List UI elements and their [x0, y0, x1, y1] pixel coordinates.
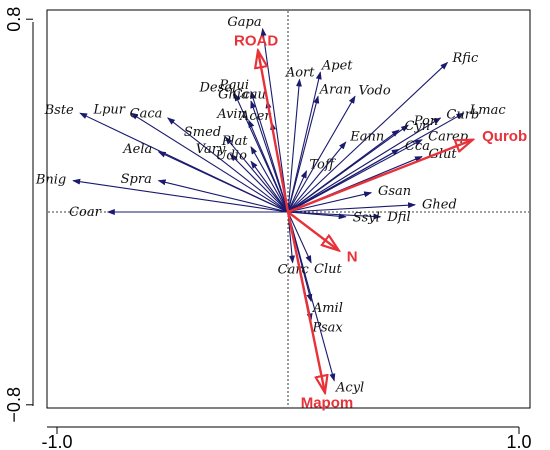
species-label-amil: Amil	[312, 301, 343, 316]
species-label-curb: Curb	[446, 107, 479, 122]
species-label-udio: Udio	[216, 149, 247, 164]
species-label-lmac: Lmac	[469, 103, 507, 118]
species-arrow-vary	[229, 153, 289, 213]
env-arrow-mapom	[286, 211, 325, 393]
species-arrow-ghed	[287, 202, 417, 213]
species-label-acyl: Acyl	[335, 380, 364, 395]
species-arrow-gsan	[287, 191, 373, 213]
species-label-vary: Vary	[196, 142, 226, 157]
species-arrow-pon	[287, 124, 409, 213]
species-label-cyn: Cyn	[405, 119, 431, 134]
env-arrow-n	[287, 211, 339, 251]
species-label-apet: Apet	[321, 58, 353, 73]
species-label-aort: Aort	[285, 65, 315, 80]
species-arrow-acyl	[287, 211, 336, 382]
species-arrow-spra	[157, 179, 289, 213]
species-arrow-bnig	[72, 178, 289, 213]
species-label-ghed: Ghed	[422, 197, 457, 212]
species-label-smed: Smed	[184, 125, 221, 140]
species-label-ssyl: Ssyl	[353, 210, 380, 225]
species-label-avin: Avin	[216, 107, 246, 122]
species-arrow-cca	[287, 148, 400, 213]
species-label-lpur: Lpur	[92, 102, 125, 117]
species-label-clut: Clut	[314, 262, 342, 277]
species-label-rfic: Rfic	[451, 51, 478, 66]
species-arrow-toff	[287, 170, 307, 213]
species-label-pqui: Pqui	[218, 78, 249, 93]
species-label-cca: Cca	[405, 139, 430, 154]
env-label-road: ROAD	[234, 33, 278, 50]
env-label-mapom: Mapom	[301, 395, 354, 412]
species-label-acer: Acer	[239, 109, 271, 124]
species-arrow-aran	[287, 95, 320, 213]
species-arrow-avin	[248, 119, 289, 213]
x-tick-label: 1.0	[506, 432, 531, 450]
species-label-dese: Dese	[199, 81, 233, 96]
y-tick-label: −0.8	[4, 387, 24, 423]
env-arrow-qurob	[287, 140, 473, 214]
species-label-vodo: Vodo	[358, 83, 390, 98]
species-arrow-rfic	[287, 61, 449, 213]
species-label-dfil: Dfil	[386, 210, 410, 225]
species-arrow-vodo	[287, 95, 356, 213]
species-arrow-plat	[250, 146, 289, 213]
species-arrow-caca	[167, 117, 289, 213]
species-label-plat: Plat	[221, 134, 249, 149]
species-label-ccau: Ccau	[233, 87, 266, 102]
species-label-toff: Toff	[309, 158, 336, 173]
environmental-arrows: ROAD Qurob N Mapom	[234, 33, 527, 412]
species-label-ghia: Ghia	[218, 87, 249, 102]
species-label-bnig: Bnig	[35, 173, 66, 188]
x-tick-label: -1.0	[41, 432, 72, 450]
species-label-gsan: Gsan	[378, 184, 411, 199]
species-arrow-lpur	[130, 112, 289, 213]
species-label-gapa: Gapa	[227, 15, 261, 30]
env-label-qurob: Qurob	[482, 128, 527, 145]
species-label-pon: Pon	[413, 114, 438, 129]
species-arrow-clut	[287, 211, 312, 264]
species-arrow-eann	[287, 141, 347, 213]
axis-ticks: -1.0 1.0 0.8 −0.8	[4, 7, 532, 450]
species-label-bste: Bste	[44, 103, 74, 118]
species-arrow-dfil	[287, 211, 382, 220]
species-arrow-udio	[250, 160, 289, 213]
species-label-aran: Aran	[319, 83, 352, 98]
species-arrow-pqui	[250, 90, 289, 213]
species-label-aela: Aela	[122, 142, 152, 157]
env-label-n: N	[347, 249, 358, 266]
species-label-glut: Glut	[428, 147, 457, 162]
species-arrow-aela	[157, 151, 289, 213]
species-label-carep: Carep	[428, 129, 469, 144]
y-tick-label: 0.8	[4, 7, 24, 32]
species-label-carc: Carc	[278, 263, 310, 278]
species-label-coar: Coar	[69, 205, 102, 220]
species-label-eann: Eann	[349, 130, 384, 145]
species-label-psax: Psax	[312, 320, 344, 335]
species-arrow-smed	[224, 136, 289, 213]
species-label-caca: Caca	[130, 107, 163, 122]
species-arrow-aort	[287, 78, 302, 213]
plot-frame	[46, 9, 531, 409]
species-arrow-curb	[287, 117, 442, 213]
species-label-spra: Spra	[121, 172, 152, 187]
env-arrow-road	[258, 51, 290, 213]
